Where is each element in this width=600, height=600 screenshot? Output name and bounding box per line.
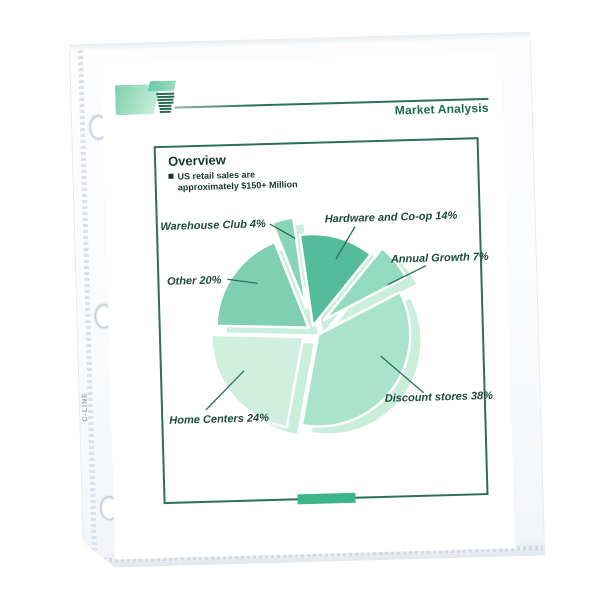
pie-slice-other [214, 241, 308, 330]
pie-label: Hardware and Co-op 14% [325, 210, 458, 226]
frame-accent-bar [297, 493, 355, 505]
sleeve-brand-text: C-LINE [81, 392, 90, 422]
pie-label: Annual Growth 7% [390, 251, 489, 266]
pie-slice-hardware-and-co-op [300, 232, 373, 326]
pie-leader-line [381, 355, 424, 394]
page-title: Market Analysis [394, 100, 489, 118]
pie-slice-warehouse-club [272, 217, 306, 309]
overview-bullet-text: US retail sales are approximately $150+ … [177, 169, 298, 193]
overview-section: Overview US retail sales are approximate… [168, 150, 298, 194]
pie-chart: Warehouse Club 4%Hardware and Co-op 14%A… [157, 195, 485, 451]
overview-heading: Overview [167, 152, 227, 169]
pie-label: Discount stores 38% [385, 390, 494, 405]
pie-slice-annual-growth [322, 248, 407, 320]
pie-slice-discount-stores [298, 292, 413, 427]
chart-frame: Overview US retail sales are approximate… [154, 137, 489, 504]
sleeve-top-fold [69, 32, 531, 52]
bullet-square-icon [168, 174, 173, 179]
pie-leader-line [387, 266, 426, 285]
pie-slice-home-centers [211, 332, 306, 429]
pie-label: Home Centers 24% [169, 412, 269, 427]
document-page: Market Analysis Overview US retail sales… [101, 52, 515, 559]
overview-bullet: US retail sales are approximately $150+ … [168, 168, 297, 194]
pie-leader-line [335, 227, 356, 260]
pie-leader-line [270, 223, 295, 239]
pie-leader-line [205, 371, 245, 410]
pie-label: Warehouse Club 4% [160, 218, 266, 233]
sheet-protector: C-LINE Market Analysis Overview US retai… [69, 32, 545, 569]
logo-t-stripes [156, 93, 175, 114]
pie-label: Other 20% [167, 274, 222, 288]
logo-t-arm [148, 81, 176, 92]
brand-logo [115, 80, 186, 122]
pie-leader-line [227, 278, 257, 284]
